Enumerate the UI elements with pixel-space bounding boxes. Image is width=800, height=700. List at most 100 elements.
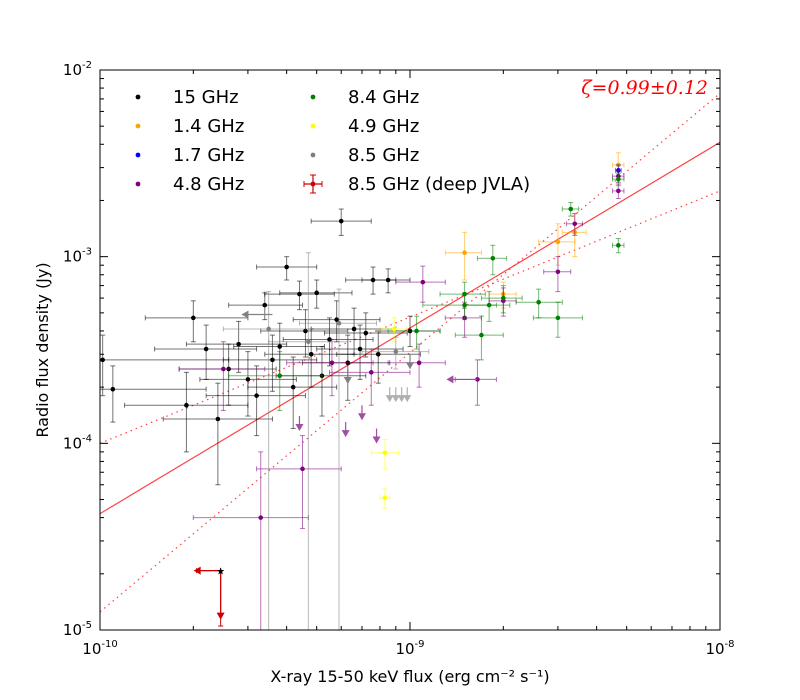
- data-point: [555, 239, 561, 245]
- data-point: [258, 515, 264, 520]
- limit-arrow-head: [193, 566, 201, 575]
- series-8-4-ghz: [228, 172, 625, 411]
- star-marker: ★: [216, 567, 225, 578]
- y-tick-exponent: -4: [82, 433, 92, 444]
- data-point: [420, 279, 426, 285]
- x-axis-label: X-ray 15-50 keV flux (erg cm⁻² s⁻¹): [270, 667, 549, 686]
- data-point: [306, 339, 311, 345]
- axis-ticks: [99, 69, 721, 631]
- data-point: [300, 466, 305, 472]
- data-point: [329, 360, 335, 366]
- legend-label: 4.8 GHz: [173, 174, 244, 195]
- legend-item: 8.4 GHz: [310, 87, 419, 108]
- data-point: [414, 328, 419, 334]
- legend-label: 1.4 GHz: [173, 116, 244, 137]
- x-tick-base: 10: [395, 640, 414, 658]
- legend-marker: [135, 152, 141, 158]
- limit-arrow-head: [446, 375, 454, 384]
- data-point: [536, 299, 541, 305]
- legend-item: 1.7 GHz: [135, 145, 244, 166]
- data-point: [314, 290, 319, 296]
- data-point: [334, 317, 339, 322]
- data-point: [368, 370, 374, 375]
- x-tick-label: 10-9: [395, 639, 424, 658]
- legend: 15 GHz 1.4 GHz 1.7 GHz 4.8 GHz 8.4 GHz 4.9 GH…: [135, 87, 530, 195]
- x-tick-base: 10: [82, 640, 101, 658]
- series-8-5-ghz-deep-jvla-: ★: [193, 566, 225, 627]
- data-point: [462, 250, 467, 256]
- data-point: [375, 351, 381, 357]
- data-point: [266, 326, 271, 332]
- data-point: [245, 377, 251, 382]
- data-point: [351, 326, 357, 332]
- data-point: [616, 188, 621, 194]
- legend-item: 4.8 GHz: [135, 174, 244, 195]
- data-point: [475, 377, 480, 382]
- data-point: [100, 357, 105, 363]
- legend-item: 4.9 GHz: [310, 116, 419, 137]
- x-tick-exponent: -8: [725, 639, 735, 650]
- data-point: [555, 269, 561, 275]
- data-point: [221, 366, 226, 372]
- legend-marker: [135, 94, 141, 100]
- x-tick-exponent: -9: [415, 639, 425, 650]
- y-tick-exponent: -2: [82, 60, 92, 71]
- limit-arrow-head: [343, 377, 352, 385]
- legend-marker: [310, 181, 316, 187]
- data-point: [262, 302, 268, 308]
- data-point: [290, 384, 296, 390]
- series-4-9-ghz: [370, 317, 408, 509]
- data-point: [385, 277, 391, 283]
- data-point: [308, 351, 314, 357]
- legend-label: 8.5 GHz: [348, 145, 419, 166]
- data-point: [486, 302, 492, 308]
- limits: [241, 310, 478, 444]
- data-point: [555, 315, 561, 321]
- zeta-annotation: ζ=0.99±0.12: [581, 77, 708, 99]
- data-point: [392, 326, 397, 332]
- plot-area: ★: [100, 92, 720, 630]
- data-point: [616, 243, 621, 248]
- limit-arrow-head: [385, 395, 394, 403]
- data-point: [616, 176, 621, 182]
- data-point: [490, 256, 496, 261]
- y-tick-label: 10-4: [63, 433, 92, 452]
- data-point: [277, 373, 283, 379]
- data-point: [191, 315, 196, 321]
- limit-arrow-head: [295, 424, 304, 432]
- x-tick-labels: 10-10 10-9 10-8: [82, 639, 734, 658]
- data-point: [363, 330, 369, 336]
- y-tick-label: 10-3: [63, 247, 92, 266]
- legend-marker: [310, 152, 316, 158]
- data-point: [215, 416, 221, 422]
- y-tick-base: 10: [63, 621, 82, 639]
- legend-label: 15 GHz: [173, 87, 239, 108]
- data-point: [254, 393, 259, 398]
- data-point: [284, 264, 289, 270]
- limit-arrow-head: [216, 612, 225, 620]
- legend-item: 8.5 GHz: [310, 145, 419, 166]
- legend-marker: [310, 94, 316, 100]
- data-point: [501, 295, 506, 301]
- x-tick-label: 10-10: [82, 639, 117, 658]
- y-axis-label: Radio flux density (Jy): [33, 262, 52, 437]
- data-point: [416, 360, 422, 366]
- y-tick-base: 10: [63, 248, 82, 266]
- limit-arrow-head: [406, 362, 414, 370]
- limit-arrow-head: [372, 436, 381, 444]
- data-point: [203, 346, 209, 352]
- limit-arrow-head: [357, 413, 366, 421]
- y-tick-label: 10-2: [63, 60, 92, 79]
- legend-marker: [310, 123, 316, 129]
- y-tick-base: 10: [63, 61, 82, 79]
- limit-arrow-head: [241, 310, 249, 319]
- legend-marker: [135, 123, 141, 129]
- y-tick-label: 10-5: [63, 620, 92, 639]
- data-point: [382, 495, 388, 501]
- y-tick-labels: 10-510-410-310-2: [63, 60, 92, 639]
- legend-item: 15 GHz: [135, 87, 239, 108]
- legend-item: 1.4 GHz: [135, 116, 244, 137]
- data-point: [572, 221, 578, 227]
